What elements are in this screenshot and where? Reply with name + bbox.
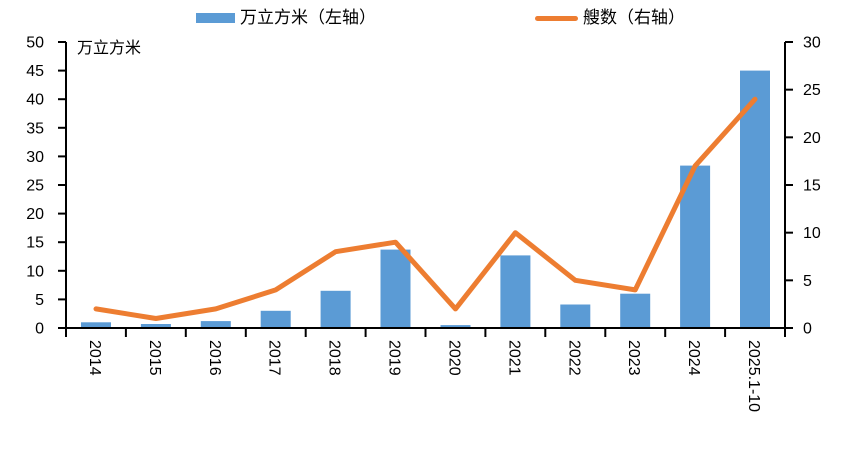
- left-axis-tick-label: 0: [35, 321, 44, 338]
- right-axis-tick-label: 5: [803, 273, 812, 290]
- legend-label-line-series: 艘数（右轴）: [583, 8, 685, 27]
- x-axis-tick-label: 2023: [625, 340, 642, 376]
- left-axis-tick-label: 20: [26, 206, 44, 223]
- x-axis-tick-label: 2019: [386, 340, 403, 376]
- legend: 万立方米（左轴） 艘数（右轴）: [0, 0, 856, 34]
- right-axis-tick-label: 20: [803, 130, 821, 147]
- bar-2017: [260, 310, 291, 328]
- right-axis-tick-label: 25: [803, 82, 821, 99]
- x-axis-tick-label: 2025.1-10: [745, 340, 762, 412]
- right-axis-tick-label: 10: [803, 225, 821, 242]
- left-axis-tick-label: 30: [26, 149, 44, 166]
- line-series-swatch: [535, 15, 578, 21]
- left-axis-tick-label: 40: [26, 92, 44, 109]
- bar-2020: [440, 325, 471, 328]
- bar-2018: [320, 290, 351, 328]
- x-axis-tick-label: 2017: [266, 340, 283, 376]
- left-axis-tick-label: 5: [35, 292, 44, 309]
- x-axis-tick-label: 2014: [86, 340, 103, 376]
- right-axis-tick-label: 15: [803, 178, 821, 195]
- x-axis-tick-label: 2020: [446, 340, 463, 376]
- legend-item-bar-series: 万立方米（左轴）: [196, 6, 376, 30]
- left-axis-tick-label: 15: [26, 235, 44, 252]
- bar-2024: [680, 165, 711, 328]
- bar-2016: [200, 321, 231, 328]
- bar-2014: [81, 322, 111, 328]
- bar-series-swatch: [196, 13, 235, 23]
- legend-label-bar-series: 万立方米（左轴）: [240, 8, 376, 27]
- line-series: [93, 96, 758, 321]
- bar-2023: [620, 293, 651, 328]
- x-axis-tick-label: 2016: [206, 340, 223, 376]
- right-axis-tick-label: 30: [803, 35, 821, 52]
- x-axis-tick-label: 2015: [146, 340, 163, 376]
- x-axis-tick-label: 2022: [565, 340, 582, 376]
- bar-2015: [140, 324, 171, 328]
- bar-2022: [560, 304, 591, 328]
- left-axis-tick-label: 45: [26, 63, 44, 80]
- bar-2021: [500, 255, 531, 328]
- x-axis-tick-label: 2024: [685, 340, 702, 376]
- left-axis-tick-label: 35: [26, 120, 44, 137]
- left-axis-tick-label: 50: [26, 35, 44, 52]
- left-axis-tick-label: 10: [26, 263, 44, 280]
- right-axis-tick-label: 0: [803, 321, 812, 338]
- x-axis-tick-label: 2018: [326, 340, 343, 376]
- left-axis-unit-label: 万立方米: [77, 40, 142, 57]
- legend-item-line-series: 艘数（右轴）: [535, 6, 685, 30]
- x-axis-tick-label: 2021: [505, 340, 522, 376]
- bar-2019: [380, 249, 411, 328]
- left-axis-tick-label: 25: [26, 178, 44, 195]
